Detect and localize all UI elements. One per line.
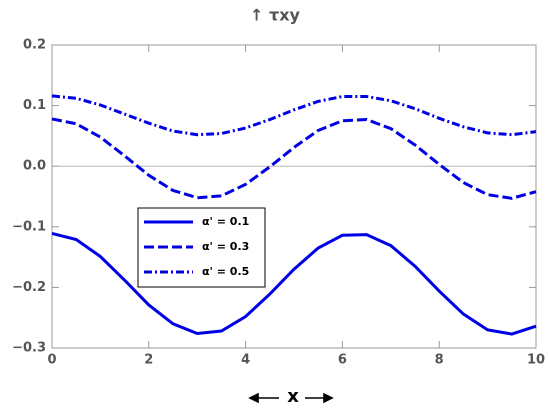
chart-title: ↑ τxy: [250, 6, 301, 25]
y-tick-label: 0.2: [23, 38, 46, 53]
plot-frame: [51, 44, 537, 349]
x-tick-label: 2: [144, 353, 153, 368]
x-tick-label: 6: [338, 353, 347, 368]
x-tick-label: 4: [241, 353, 250, 368]
legend-label: α' = 0.3: [202, 240, 249, 253]
y-tick-label: −0.2: [12, 280, 46, 295]
y-tick-label: −0.1: [12, 219, 46, 234]
series-line: [51, 94, 537, 137]
series-line: [51, 232, 537, 336]
x-tick-label: 8: [435, 353, 444, 368]
y-tick-label: 0.1: [23, 98, 46, 113]
x-axis-label: x: [287, 386, 299, 407]
x-tick-label: 10: [527, 353, 545, 368]
legend-label: α' = 0.1: [202, 215, 249, 228]
y-tick-label: −0.3: [12, 341, 46, 356]
legend-label: α' = 0.5: [202, 265, 249, 278]
y-tick-label: 0.0: [23, 159, 46, 174]
x-label-arrows: [248, 392, 334, 404]
series-line: [51, 117, 537, 200]
x-tick-label: 0: [47, 353, 56, 368]
